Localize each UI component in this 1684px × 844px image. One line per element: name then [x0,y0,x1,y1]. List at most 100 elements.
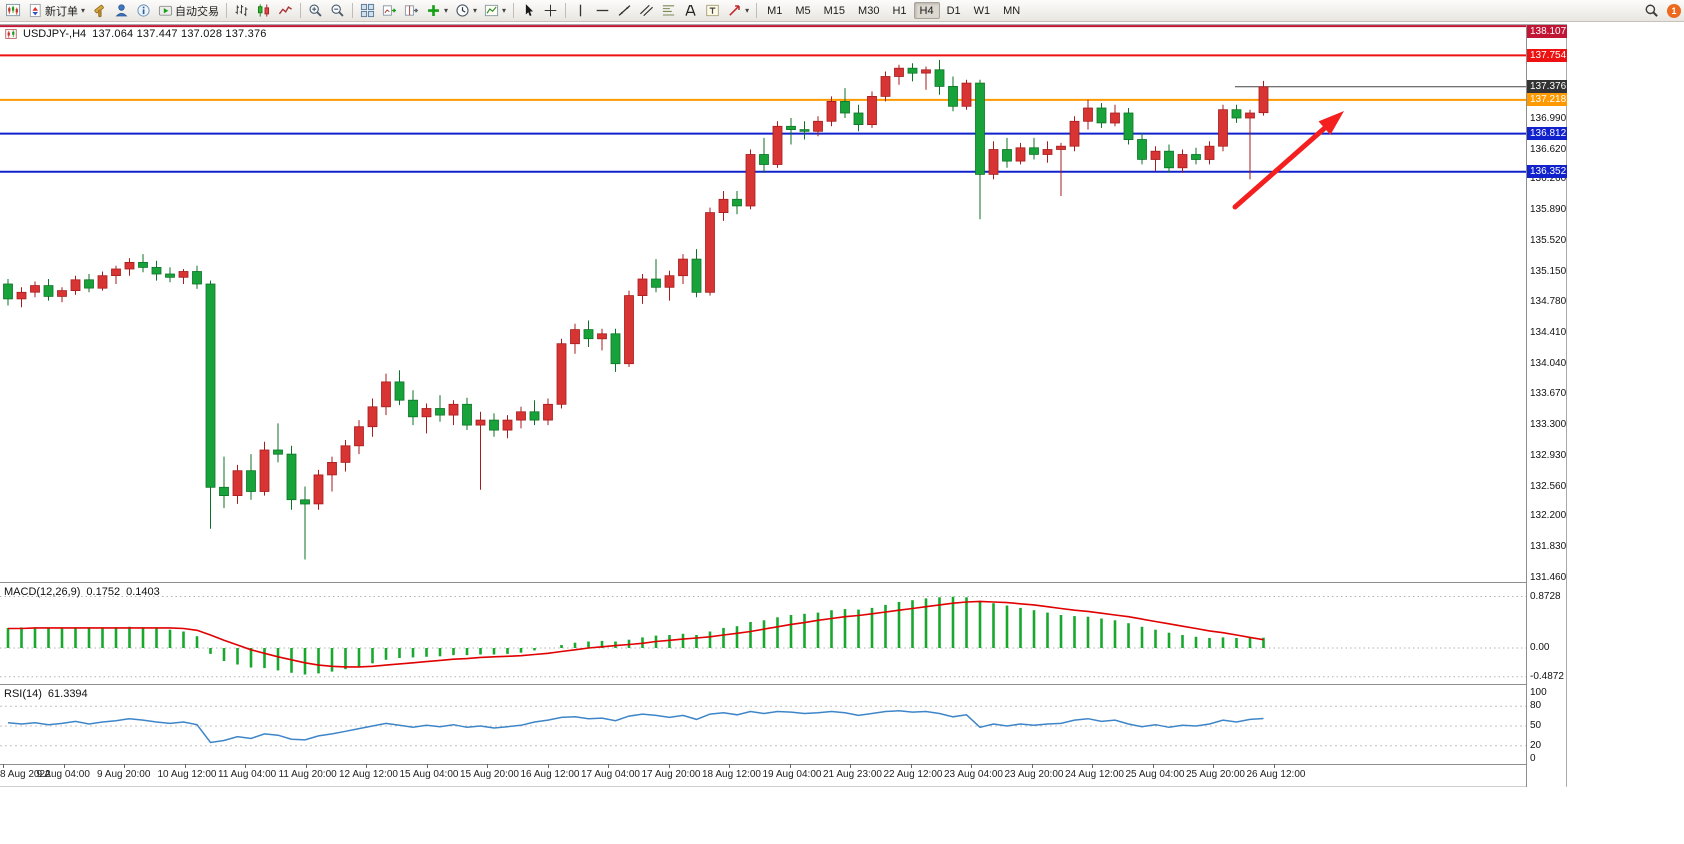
fibo-icon [661,3,676,18]
line-chart-button[interactable] [275,1,296,20]
vertical-line-button[interactable] [570,1,591,20]
equidistant-channel-button[interactable] [636,1,657,20]
timeframe-h4[interactable]: H4 [913,2,940,19]
time-axis-tick [1213,764,1214,768]
periods-button[interactable]: ▾ [452,1,480,20]
linechart-icon [278,3,293,18]
fibonacci-button[interactable] [658,1,679,20]
text-label-button[interactable] [702,1,723,20]
macd-axis-label: -0.4872 [1530,670,1564,682]
zoom-in-button[interactable] [305,1,326,20]
timeframe-mn[interactable]: MN [997,2,1026,19]
trend-arrow-annotation [1232,111,1344,210]
dropdown-arrow-icon: ▾ [81,6,86,15]
search-button[interactable] [1641,1,1662,20]
neworder-icon [28,3,43,18]
textA-icon [683,3,698,18]
rsi-axis-label: 20 [1530,739,1542,751]
hline-icon [595,3,610,18]
indicators-button[interactable]: ▾ [423,1,451,20]
autotrading-button[interactable]: 自动交易 [155,1,222,20]
tile-icon [360,3,375,18]
rsi-axis-label: 0 [1530,753,1536,764]
cursor-button[interactable] [518,1,539,20]
notification-badge[interactable]: 1 [1667,3,1681,18]
toolbar: 新订单 ▾ 自动交易 ▾ ▾ ▾ ▾ M1 M5 M15 M30 H1 H4 D1 W1 MN 1 [0,0,1684,22]
chart-window-button[interactable] [3,1,24,20]
info-button[interactable] [133,1,154,20]
timeframe-m30[interactable]: M30 [852,2,885,19]
timeframe-d1-label: D1 [946,4,961,17]
toolbar-separator [352,3,354,18]
trendline-button[interactable] [614,1,635,20]
rsi-title: RSI(14) [4,688,42,700]
arrows-button[interactable]: ▾ [724,1,752,20]
templates-button[interactable]: ▾ [481,1,509,20]
panel-splitter[interactable] [0,684,1565,685]
price-axis-label: 131.830 [1530,541,1567,553]
dropdown-arrow-icon: ▾ [502,6,507,15]
rsi-axis-label: 80 [1530,700,1542,712]
shift-icon [404,3,419,18]
price-axis-label: 131.460 [1530,571,1567,583]
dropdown-arrow-icon: ▾ [444,6,449,15]
info-icon [136,3,151,18]
autotrading-button-label: 自动交易 [175,5,220,18]
price-chart[interactable] [0,25,1526,582]
price-axis-label: 135.890 [1530,204,1567,216]
panel-splitter[interactable] [0,582,1565,583]
time-axis-tick [971,764,972,768]
timeframe-m15[interactable]: M15 [818,2,851,19]
timeframe-w1[interactable]: W1 [968,2,997,19]
rsi-axis-label: 100 [1530,687,1547,698]
time-axis-tick [487,764,488,768]
timeframe-m1[interactable]: M1 [761,2,788,19]
time-axis-label: 10 Aug 12:00 [157,769,217,780]
text-button[interactable] [680,1,701,20]
chart-symbol-icon [5,28,17,40]
time-axis-label: 23 Aug 04:00 [944,769,1003,780]
price-badge: 136.812 [1527,127,1567,141]
horizontal-line-button[interactable] [592,1,613,20]
timeframe-h1-label: H1 [892,4,907,17]
macd-axis-label: 0.8728 [1530,590,1561,602]
time-axis-label: 26 Aug 12:00 [1246,769,1306,780]
chart-icon [6,3,21,18]
candlestick-chart-button[interactable] [253,1,274,20]
time-axis-label: 11 Aug 04:00 [218,769,277,780]
time-axis-tick [245,764,246,768]
price-axis[interactable]: 136.990 136.620 136.260 135.890 135.520 135.1… [1526,25,1567,787]
metaeditor-button[interactable] [89,1,110,20]
new-order-button[interactable]: 新订单 ▾ [25,1,88,20]
time-axis-label: 19 Aug 04:00 [762,769,822,780]
macd-axis-label: 0.00 [1530,642,1550,653]
crosshair-button[interactable] [540,1,561,20]
time-axis-label: 9 Aug 20:00 [97,769,151,780]
auto-scroll-button[interactable] [379,1,400,20]
rsi-panel[interactable] [0,686,1526,764]
time-axis-border [0,764,1565,765]
timeframe-m5-label: M5 [795,4,811,17]
time-axis-tick [1152,764,1154,768]
time-axis-label: 15 Aug 20:00 [460,769,519,780]
price-axis-label: 135.520 [1530,234,1567,246]
time-axis-label: 25 Aug 20:00 [1186,769,1245,780]
bar-chart-button[interactable] [231,1,252,20]
chart-shift-button[interactable] [401,1,422,20]
time-axis[interactable]: 8 Aug 2022 9 Aug 04:00 9 Aug 20:00 10 Aug 1… [0,767,1526,785]
cursor-icon [521,3,536,18]
macd-value-signal: 0.1403 [126,586,160,598]
rsi-value: 61.3394 [47,688,88,700]
timeframe-d1[interactable]: D1 [941,2,967,19]
zoom-out-button[interactable] [327,1,348,20]
timeframe-h1[interactable]: H1 [886,2,912,19]
accounts-button[interactable] [111,1,132,20]
chart-header: USDJPY-,H4 137.064 137.447 137.028 137.3… [5,28,267,40]
macd-panel[interactable] [0,584,1526,684]
timeframe-mn-label: MN [1003,4,1021,17]
time-axis-label: 18 Aug 12:00 [702,769,761,780]
timeframe-m5[interactable]: M5 [789,2,816,19]
timeframe-m30-label: M30 [858,4,880,17]
tile-windows-button[interactable] [357,1,378,20]
indicator-icon [426,3,441,18]
